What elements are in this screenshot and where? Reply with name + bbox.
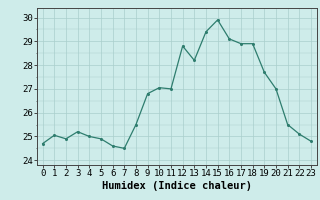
X-axis label: Humidex (Indice chaleur): Humidex (Indice chaleur) <box>102 181 252 191</box>
